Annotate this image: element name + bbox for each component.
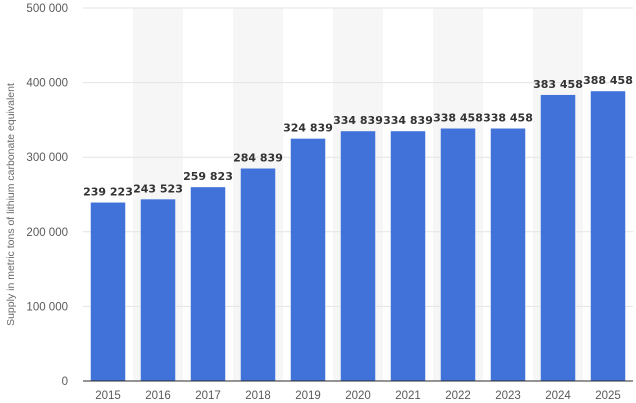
bar [90, 202, 126, 381]
bars [90, 91, 626, 382]
y-axis-title: Supply in metric tons of lithium carbona… [5, 83, 17, 326]
bar [240, 168, 276, 381]
x-tick-label: 2022 [445, 390, 471, 402]
y-tick-label: 500 000 [26, 3, 68, 15]
y-tick-label: 300 000 [26, 152, 68, 164]
x-tick-label: 2021 [395, 390, 421, 402]
data-label: 338 458 [433, 112, 483, 125]
data-label: 334 839 [333, 114, 383, 127]
data-label: 284 839 [233, 152, 283, 165]
x-axis-ticks: 2015 2016 2017 2018 2019 2020 2021 2022 2023 2024… [95, 390, 621, 402]
bar [440, 128, 476, 381]
bar [340, 131, 376, 381]
x-tick-label: 2015 [95, 390, 121, 402]
x-tick-label: 2017 [195, 390, 221, 402]
data-label: 324 839 [283, 122, 333, 135]
bar [190, 187, 226, 381]
x-tick-label: 2018 [245, 390, 271, 402]
x-tick-label: 2019 [295, 390, 321, 402]
y-tick-label: 100 000 [26, 301, 68, 313]
data-label: 383 458 [533, 78, 583, 91]
data-label: 334 839 [383, 114, 433, 127]
bar [540, 94, 576, 381]
bar [590, 91, 626, 382]
x-tick-label: 2020 [345, 390, 371, 402]
x-tick-label: 2025 [595, 390, 621, 402]
data-label: 243 523 [133, 182, 183, 195]
data-label: 239 223 [83, 186, 133, 199]
x-tick-label: 2016 [145, 390, 171, 402]
y-axis-ticks: 0 100 000 200 000 300 000 400 000 500 000 [26, 3, 68, 388]
bar [290, 138, 326, 381]
data-label: 259 823 [183, 170, 233, 183]
x-tick-label: 2024 [545, 390, 571, 402]
bar [490, 128, 526, 381]
y-tick-label: 0 [62, 376, 68, 388]
bar [140, 199, 176, 381]
y-tick-label: 200 000 [26, 227, 68, 239]
bar [390, 131, 426, 381]
x-tick-label: 2023 [495, 390, 521, 402]
y-tick-label: 400 000 [26, 78, 68, 90]
data-label: 388 458 [583, 74, 633, 87]
data-label: 338 458 [483, 112, 533, 125]
